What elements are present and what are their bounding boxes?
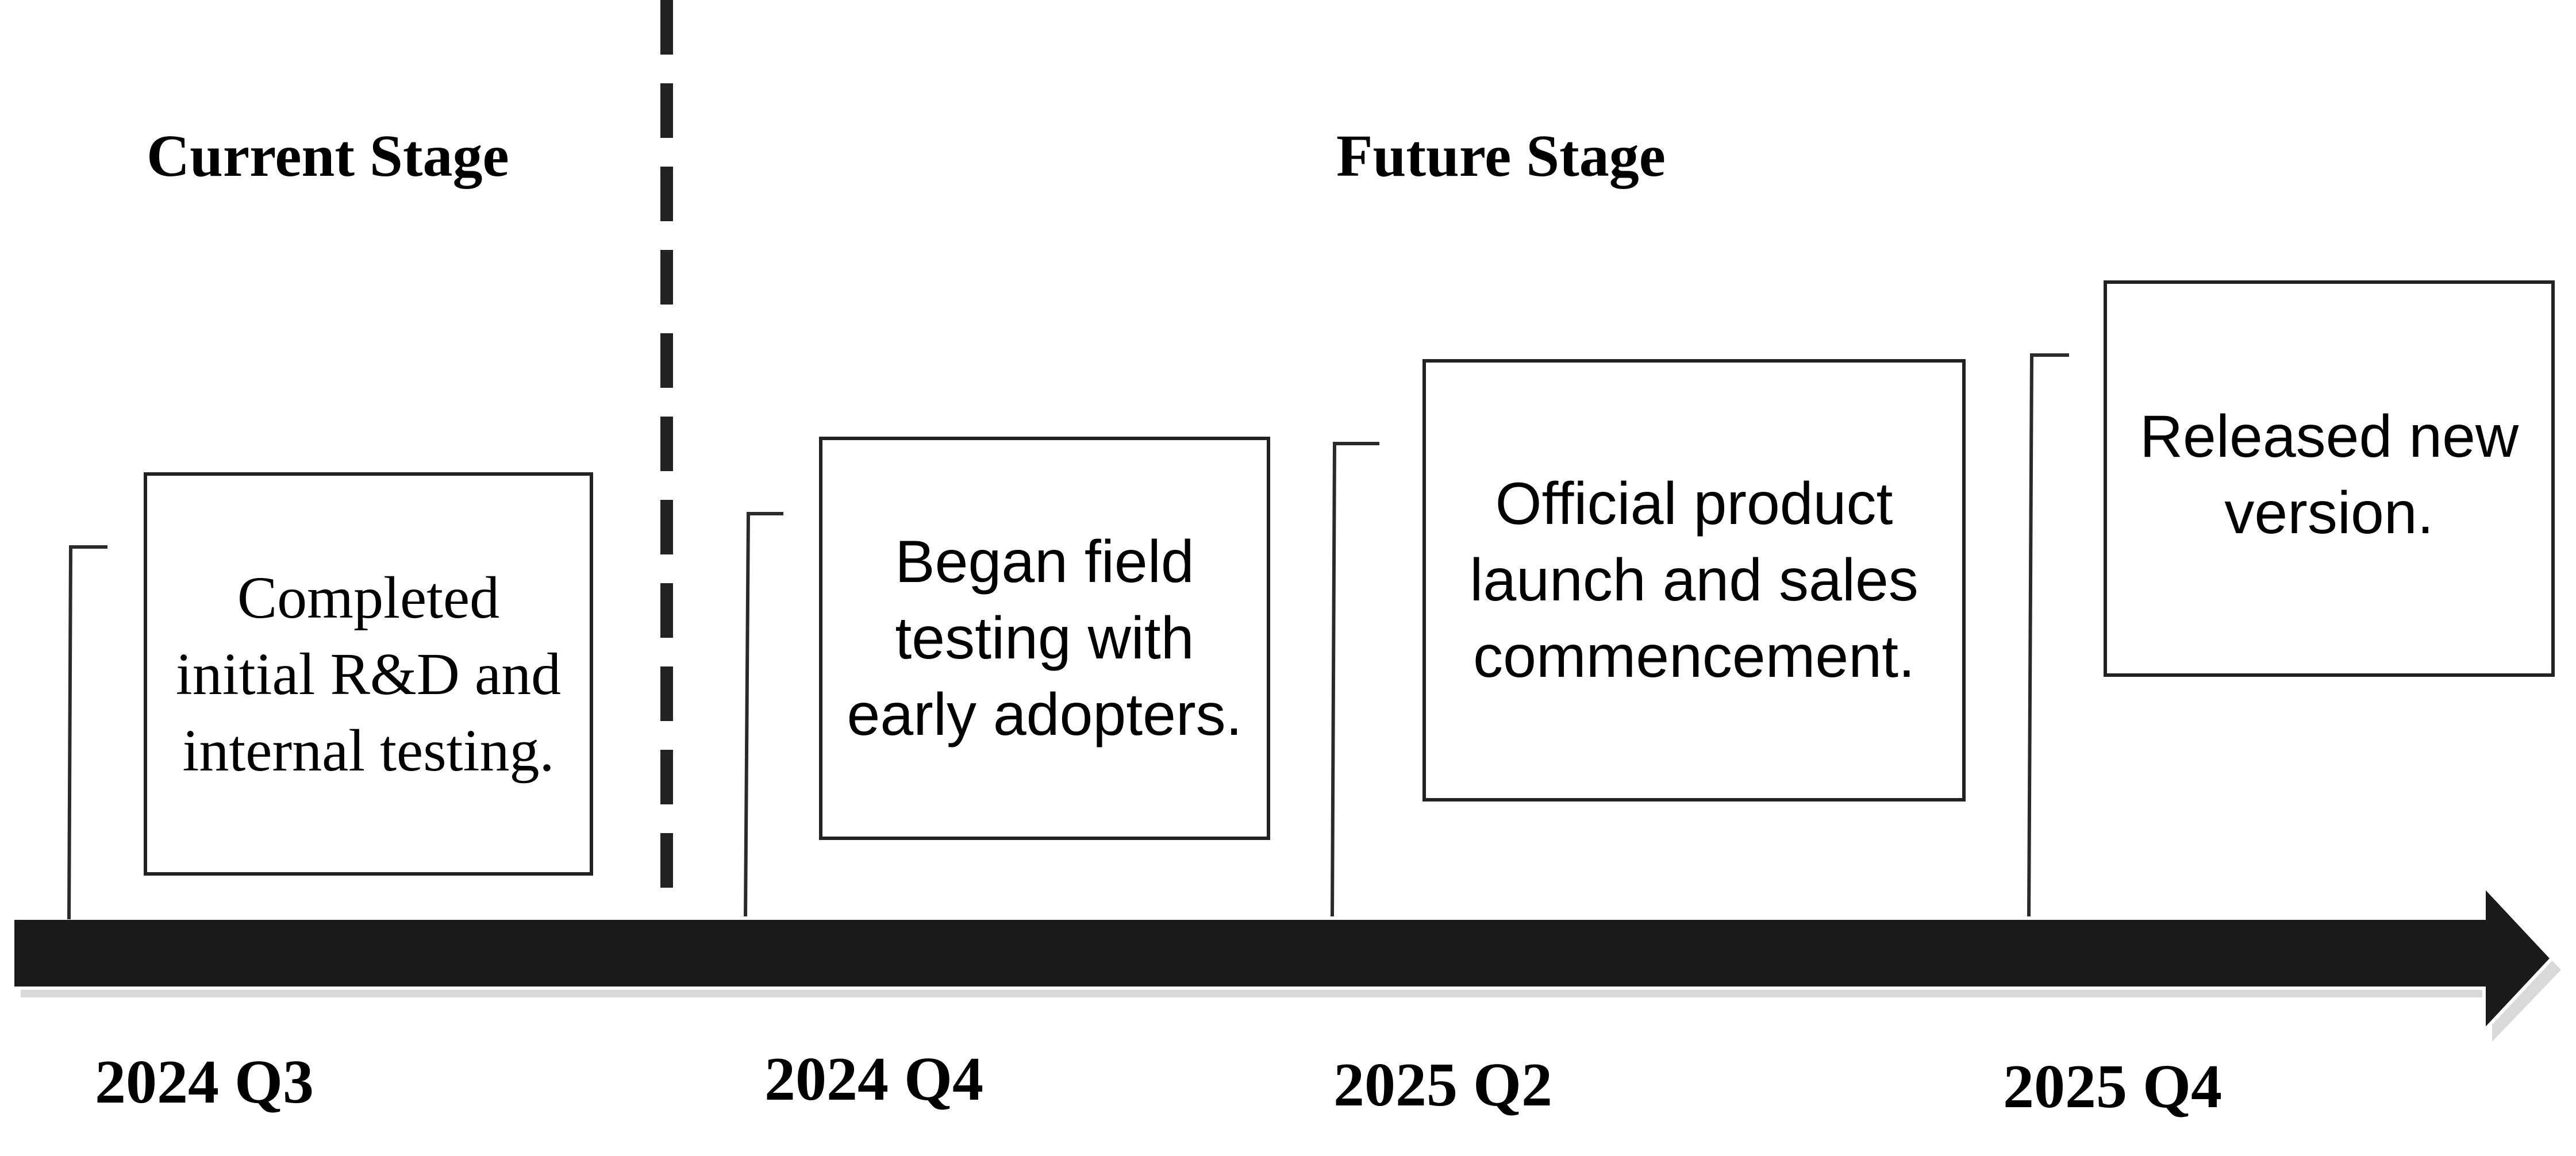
milestone-connector-2 [744,512,783,917]
milestone-text-1: Completed initial R&D and internal testi… [175,564,562,784]
milestone-box-4: Released new version. [2104,280,2555,677]
milestone-box-1: Completed initial R&D and internal testi… [144,472,593,876]
milestone-connector-1 [67,545,107,920]
milestone-date-3: 2025 Q2 [1333,1051,1553,1119]
milestone-box-3: Official product launch and sales commen… [1422,359,1966,802]
milestone-connector-3 [1331,442,1379,917]
timeline-arrow [11,881,2555,1035]
milestone-text-4: Released new version. [2139,403,2519,546]
milestone-date-1: 2024 Q3 [95,1048,314,1116]
milestone-box-2: Began field testing with early adopters. [819,437,1270,840]
milestone-connector-4 [2027,353,2069,917]
milestone-date-2: 2024 Q4 [764,1045,984,1113]
milestone-date-4: 2025 Q4 [2003,1053,2223,1121]
stage-label-current: Current Stage [147,123,509,189]
milestone-text-2: Began field testing with early adopters. [847,528,1243,748]
stage-label-future: Future Stage [1336,123,1666,189]
milestone-text-3: Official product launch and sales commen… [1470,470,1918,690]
